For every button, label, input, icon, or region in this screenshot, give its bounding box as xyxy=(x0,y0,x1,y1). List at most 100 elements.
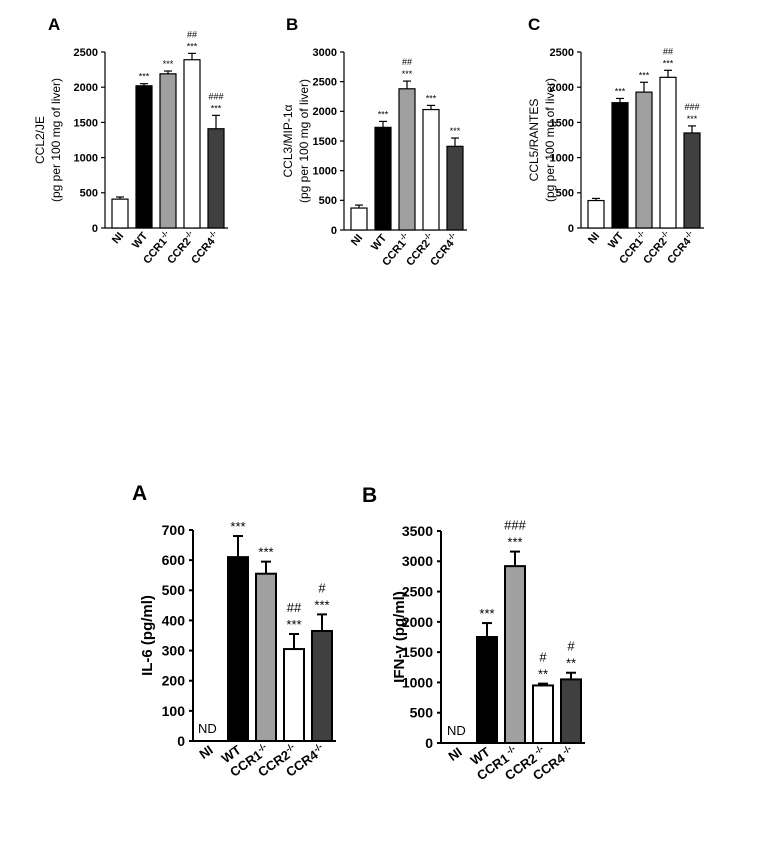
category-name: CCR4 xyxy=(665,235,694,266)
bar xyxy=(635,91,653,229)
bar xyxy=(227,556,249,743)
significance-label: *** xyxy=(211,103,222,113)
y-tick-label: 3000 xyxy=(402,553,433,569)
bar xyxy=(374,126,392,231)
y-tick-label: 2000 xyxy=(313,106,337,118)
category-name: WT xyxy=(369,232,389,253)
bar xyxy=(135,85,153,229)
significance-label: *** xyxy=(163,59,174,69)
chart-panel-2: C CCL5/RANTES (pg per 100 mg of liver) 0 500… xyxy=(527,15,704,266)
y-tick-label: 1500 xyxy=(402,644,433,660)
panel-letter: C xyxy=(528,15,540,34)
significance-label: ** xyxy=(566,656,576,671)
y-tick-label: 1000 xyxy=(550,152,574,164)
category-name: WT xyxy=(606,230,626,251)
category-superscript: -/- xyxy=(398,230,410,242)
significance-label: *** xyxy=(230,519,245,534)
y-tick-label: 1500 xyxy=(313,136,337,148)
x-category-label: NI xyxy=(445,744,464,764)
category-superscript: -/- xyxy=(159,228,171,240)
significance-label: *** xyxy=(378,109,389,119)
y-tick-label: 500 xyxy=(162,582,186,598)
significance-label: *** xyxy=(258,545,273,560)
bar xyxy=(350,207,368,231)
bar xyxy=(587,199,605,229)
category-superscript: -/- xyxy=(207,228,219,240)
category-superscript: -/- xyxy=(659,228,671,240)
category-name: CCR2 xyxy=(641,236,669,267)
bar xyxy=(476,636,498,744)
category-name: WT xyxy=(130,230,150,251)
y-tick-label: 500 xyxy=(319,195,337,207)
x-category-label: WT xyxy=(130,230,150,251)
y-tick-label: 600 xyxy=(162,552,186,568)
y-tick-label: 1500 xyxy=(550,117,574,129)
bar xyxy=(111,198,129,229)
panel-letter: B xyxy=(362,484,377,507)
category-name: CCR4 xyxy=(428,237,457,268)
not-detected-label: ND xyxy=(447,723,466,738)
x-category-label: NI xyxy=(196,742,215,762)
chart-panel-3: A IL-6 (pg/ml) 0 100 200 300 400 500 600 700 NI ***… xyxy=(132,482,336,780)
y-tick-label: 2500 xyxy=(313,77,337,89)
category-superscript: -/- xyxy=(635,228,647,240)
bar xyxy=(159,73,177,229)
y-tick-label: 0 xyxy=(568,223,574,235)
y-axis-label: IL-6 (pg/ml) xyxy=(139,595,156,676)
significance-label: *** xyxy=(187,41,198,51)
y-axis-label: CCL3/MIP-1α xyxy=(281,104,295,177)
y-tick-label: 2000 xyxy=(74,82,98,94)
x-category-label: NI xyxy=(110,230,126,246)
significance-label: ### xyxy=(208,91,223,101)
category-name: CCR4 xyxy=(189,235,218,266)
significance-label: *** xyxy=(450,126,461,136)
category-superscript: -/- xyxy=(422,230,434,242)
y-axis-label: (pg per 100 mg of liver) xyxy=(543,78,557,202)
significance-label: *** xyxy=(402,69,413,79)
category-name: CCR2 xyxy=(165,236,193,267)
category-name: NI xyxy=(196,742,215,762)
y-tick-label: 300 xyxy=(162,642,186,658)
y-tick-label: 0 xyxy=(331,225,337,237)
not-detected-label: ND xyxy=(198,721,217,736)
category-name: CCR2 xyxy=(404,238,432,269)
x-category-label: NI xyxy=(349,232,365,248)
significance-label: *** xyxy=(687,114,698,124)
y-tick-label: 1000 xyxy=(313,166,337,178)
x-category-label: WT xyxy=(606,230,626,251)
bar xyxy=(255,572,277,743)
chart-panel-1: B CCL3/MIP-1α (pg per 100 mg of liver) 0 500… xyxy=(281,15,467,268)
bar xyxy=(504,565,526,744)
bar xyxy=(446,145,464,231)
significance-label: # xyxy=(318,580,326,595)
significance-label: *** xyxy=(286,617,301,632)
significance-label: *** xyxy=(139,72,150,82)
category-name: NI xyxy=(586,230,602,246)
y-tick-label: 400 xyxy=(162,612,186,628)
category-superscript: -/- xyxy=(446,230,458,242)
y-tick-label: 2500 xyxy=(74,47,98,59)
y-axis-label: CCL5/RANTES xyxy=(527,99,541,182)
y-tick-label: 500 xyxy=(556,188,574,200)
significance-label: ## xyxy=(402,57,412,67)
y-tick-label: 1000 xyxy=(402,674,433,690)
significance-label: *** xyxy=(639,70,650,80)
bar xyxy=(422,108,440,231)
bar xyxy=(659,76,677,229)
bar xyxy=(532,684,554,745)
significance-label: *** xyxy=(479,606,494,621)
bar xyxy=(183,59,201,229)
y-tick-label: 2000 xyxy=(402,614,433,630)
significance-label: # xyxy=(539,650,547,665)
y-axis-label: IFN-γ (pg/ml) xyxy=(391,591,408,683)
y-tick-label: 3500 xyxy=(402,523,433,539)
significance-label: *** xyxy=(615,86,626,96)
bar xyxy=(560,678,582,745)
significance-label: # xyxy=(567,639,575,654)
bar xyxy=(283,648,305,742)
y-axis-label: (pg per 100 mg of liver) xyxy=(49,78,63,202)
y-axis-label: CCL2/JE xyxy=(33,116,47,164)
category-name: NI xyxy=(349,232,365,248)
x-category-label: NI xyxy=(586,230,602,246)
